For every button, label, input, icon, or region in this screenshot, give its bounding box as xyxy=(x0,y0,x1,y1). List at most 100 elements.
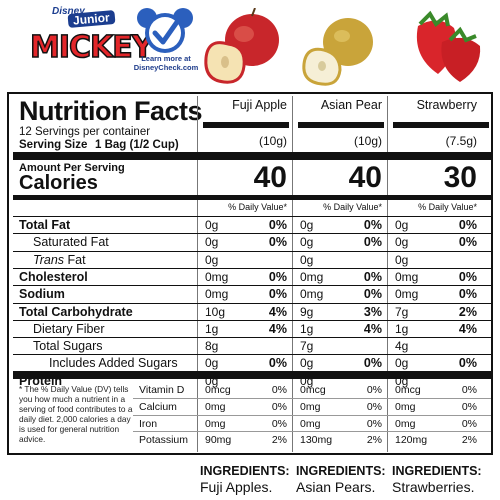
micronutrient-amount: 0mg xyxy=(300,417,321,430)
nutrient-label: Total Fat xyxy=(19,218,71,232)
nutrient-daily-value: 0% xyxy=(363,287,382,302)
micronutrient-daily-value: 0% xyxy=(366,400,382,413)
nutrient-label: Cholesterol xyxy=(19,269,88,284)
ingredients-asian-pear: Asian Pears. xyxy=(296,479,376,495)
nutrient-label: Dietary Fiber xyxy=(33,321,105,336)
nutrient-daily-value: 0% xyxy=(268,235,287,250)
micronutrient-amount: 0mg xyxy=(395,417,416,430)
row-divider xyxy=(13,285,491,287)
nutrient-daily-value: 0% xyxy=(268,218,287,232)
apple-image xyxy=(204,8,279,84)
disney-check-icon xyxy=(137,8,193,53)
serving-weight: (10g) xyxy=(258,134,287,148)
micronutrient-daily-value: 0% xyxy=(271,384,287,396)
servings-per-container: 12 Servings per container xyxy=(19,126,151,138)
micronutrient-amount: 0mg xyxy=(205,400,226,413)
nutrient-amount: 7g xyxy=(395,304,409,319)
nutrient-daily-value: 0% xyxy=(363,356,382,371)
micronutrient-daily-value: 0% xyxy=(461,417,477,430)
nutrient-daily-value: 4% xyxy=(268,321,287,336)
junior-badge: Junior xyxy=(67,9,116,29)
nutrient-label: Sodium xyxy=(19,287,65,302)
nutrient-daily-value: 0% xyxy=(363,235,382,250)
nutrient-amount: 0mg xyxy=(300,287,324,302)
nutrient-daily-value: 0% xyxy=(268,287,287,302)
header-bar xyxy=(298,122,384,128)
micronutrient-amount: 0mcg xyxy=(205,384,231,396)
micronutrient-amount: 0mg xyxy=(205,417,226,430)
nutrient-daily-value: 0% xyxy=(458,287,477,302)
micronutrient-amount: 0mg xyxy=(300,400,321,413)
nutrient-label: Total Carbohydrate xyxy=(19,304,133,319)
nutrient-amount: 0g xyxy=(300,235,314,250)
nutrient-daily-value: 4% xyxy=(268,304,287,319)
ingredients-strawberry: Strawberries. xyxy=(392,479,475,495)
nutrition-facts-title: Nutrition Facts xyxy=(19,96,203,126)
medium-divider xyxy=(13,195,491,200)
nutrient-daily-value: 0% xyxy=(268,356,287,371)
disney-brand-text: Disney xyxy=(52,6,85,17)
calories-value: 40 xyxy=(253,161,287,194)
nutrient-daily-value: 3% xyxy=(363,304,382,319)
micronutrient-amount: 90mg xyxy=(205,434,232,447)
column-title-strawberry: Strawberry xyxy=(416,98,477,112)
ingredients-heading: INGREDIENTS: xyxy=(392,464,482,478)
micronutrient-daily-value: 0% xyxy=(366,417,382,430)
nutrient-amount: 1g xyxy=(395,321,409,336)
ingredients-heading: INGREDIENTS: xyxy=(200,464,290,478)
nutrient-amount: 0mg xyxy=(205,269,229,284)
nutrient-amount: 8g xyxy=(205,339,219,354)
daily-value-header: % Daily Value* xyxy=(228,202,287,212)
row-divider xyxy=(13,302,491,304)
column-divider xyxy=(292,96,293,452)
nutrient-daily-value: 0% xyxy=(458,269,477,284)
strawberry-image xyxy=(416,10,481,82)
footnote: * The % Daily Value (DV) tells you how m… xyxy=(19,384,133,444)
row-divider xyxy=(13,337,491,339)
micronutrient-daily-value: 0% xyxy=(461,400,477,413)
column-divider xyxy=(197,96,198,452)
micronutrient-amount: 0mg xyxy=(395,400,416,413)
serving-size-label: Serving Size xyxy=(19,139,88,151)
nutrient-amount: 1g xyxy=(205,321,219,336)
daily-value-header: % Daily Value* xyxy=(418,202,477,212)
column-divider xyxy=(387,96,388,452)
nutrient-amount: 9g xyxy=(300,304,314,319)
row-divider xyxy=(133,414,491,416)
micronutrient-amount: 0mcg xyxy=(395,384,421,396)
thick-divider xyxy=(13,152,491,160)
nutrient-daily-value: 0% xyxy=(363,269,382,284)
micronutrient-daily-value: 0% xyxy=(271,400,287,413)
header-bar xyxy=(393,122,489,128)
micronutrient-daily-value: 0% xyxy=(271,417,287,430)
micronutrient-daily-value: 0% xyxy=(366,384,382,396)
row-divider xyxy=(13,216,491,217)
nutrient-daily-value: 0% xyxy=(363,218,382,232)
calories-label: Calories xyxy=(19,172,98,194)
nutrient-amount: 0g xyxy=(395,235,409,250)
asian-pear-image xyxy=(302,18,373,86)
micronutrient-label: Iron xyxy=(139,417,158,430)
micronutrient-daily-value: 2% xyxy=(461,434,477,447)
nutrient-label: Includes Added Sugars xyxy=(49,356,178,371)
nutrient-label: Total Sugars xyxy=(33,339,103,354)
micronutrient-label: Calcium xyxy=(139,400,177,413)
row-divider xyxy=(133,431,491,433)
calories-value: 40 xyxy=(348,161,382,194)
header-bar xyxy=(203,122,289,128)
disney-check-logo: Learn more at DisneyCheck.com xyxy=(130,6,200,78)
nutrient-amount: 0g xyxy=(300,356,314,371)
daily-value-header: % Daily Value* xyxy=(323,202,382,212)
micronutrient-amount: 120mg xyxy=(395,434,428,447)
nutrition-facts-panel: Nutrition Facts 12 Servings per containe… xyxy=(7,92,493,455)
nutrient-amount: 7g xyxy=(300,339,314,354)
nutrient-amount: 0g xyxy=(300,218,314,232)
serving-weight: (7.5g) xyxy=(445,134,477,148)
ingredients-fuji-apple: Fuji Apples. xyxy=(200,479,273,495)
nutrient-amount: 1g xyxy=(300,321,314,336)
column-title-asian-pear: Asian Pear xyxy=(320,98,382,112)
nutrient-amount: 0g xyxy=(205,235,219,250)
nutrient-amount: 0mg xyxy=(205,287,229,302)
micronutrient-daily-value: 2% xyxy=(271,434,287,447)
nutrient-amount: 0g xyxy=(395,218,409,232)
